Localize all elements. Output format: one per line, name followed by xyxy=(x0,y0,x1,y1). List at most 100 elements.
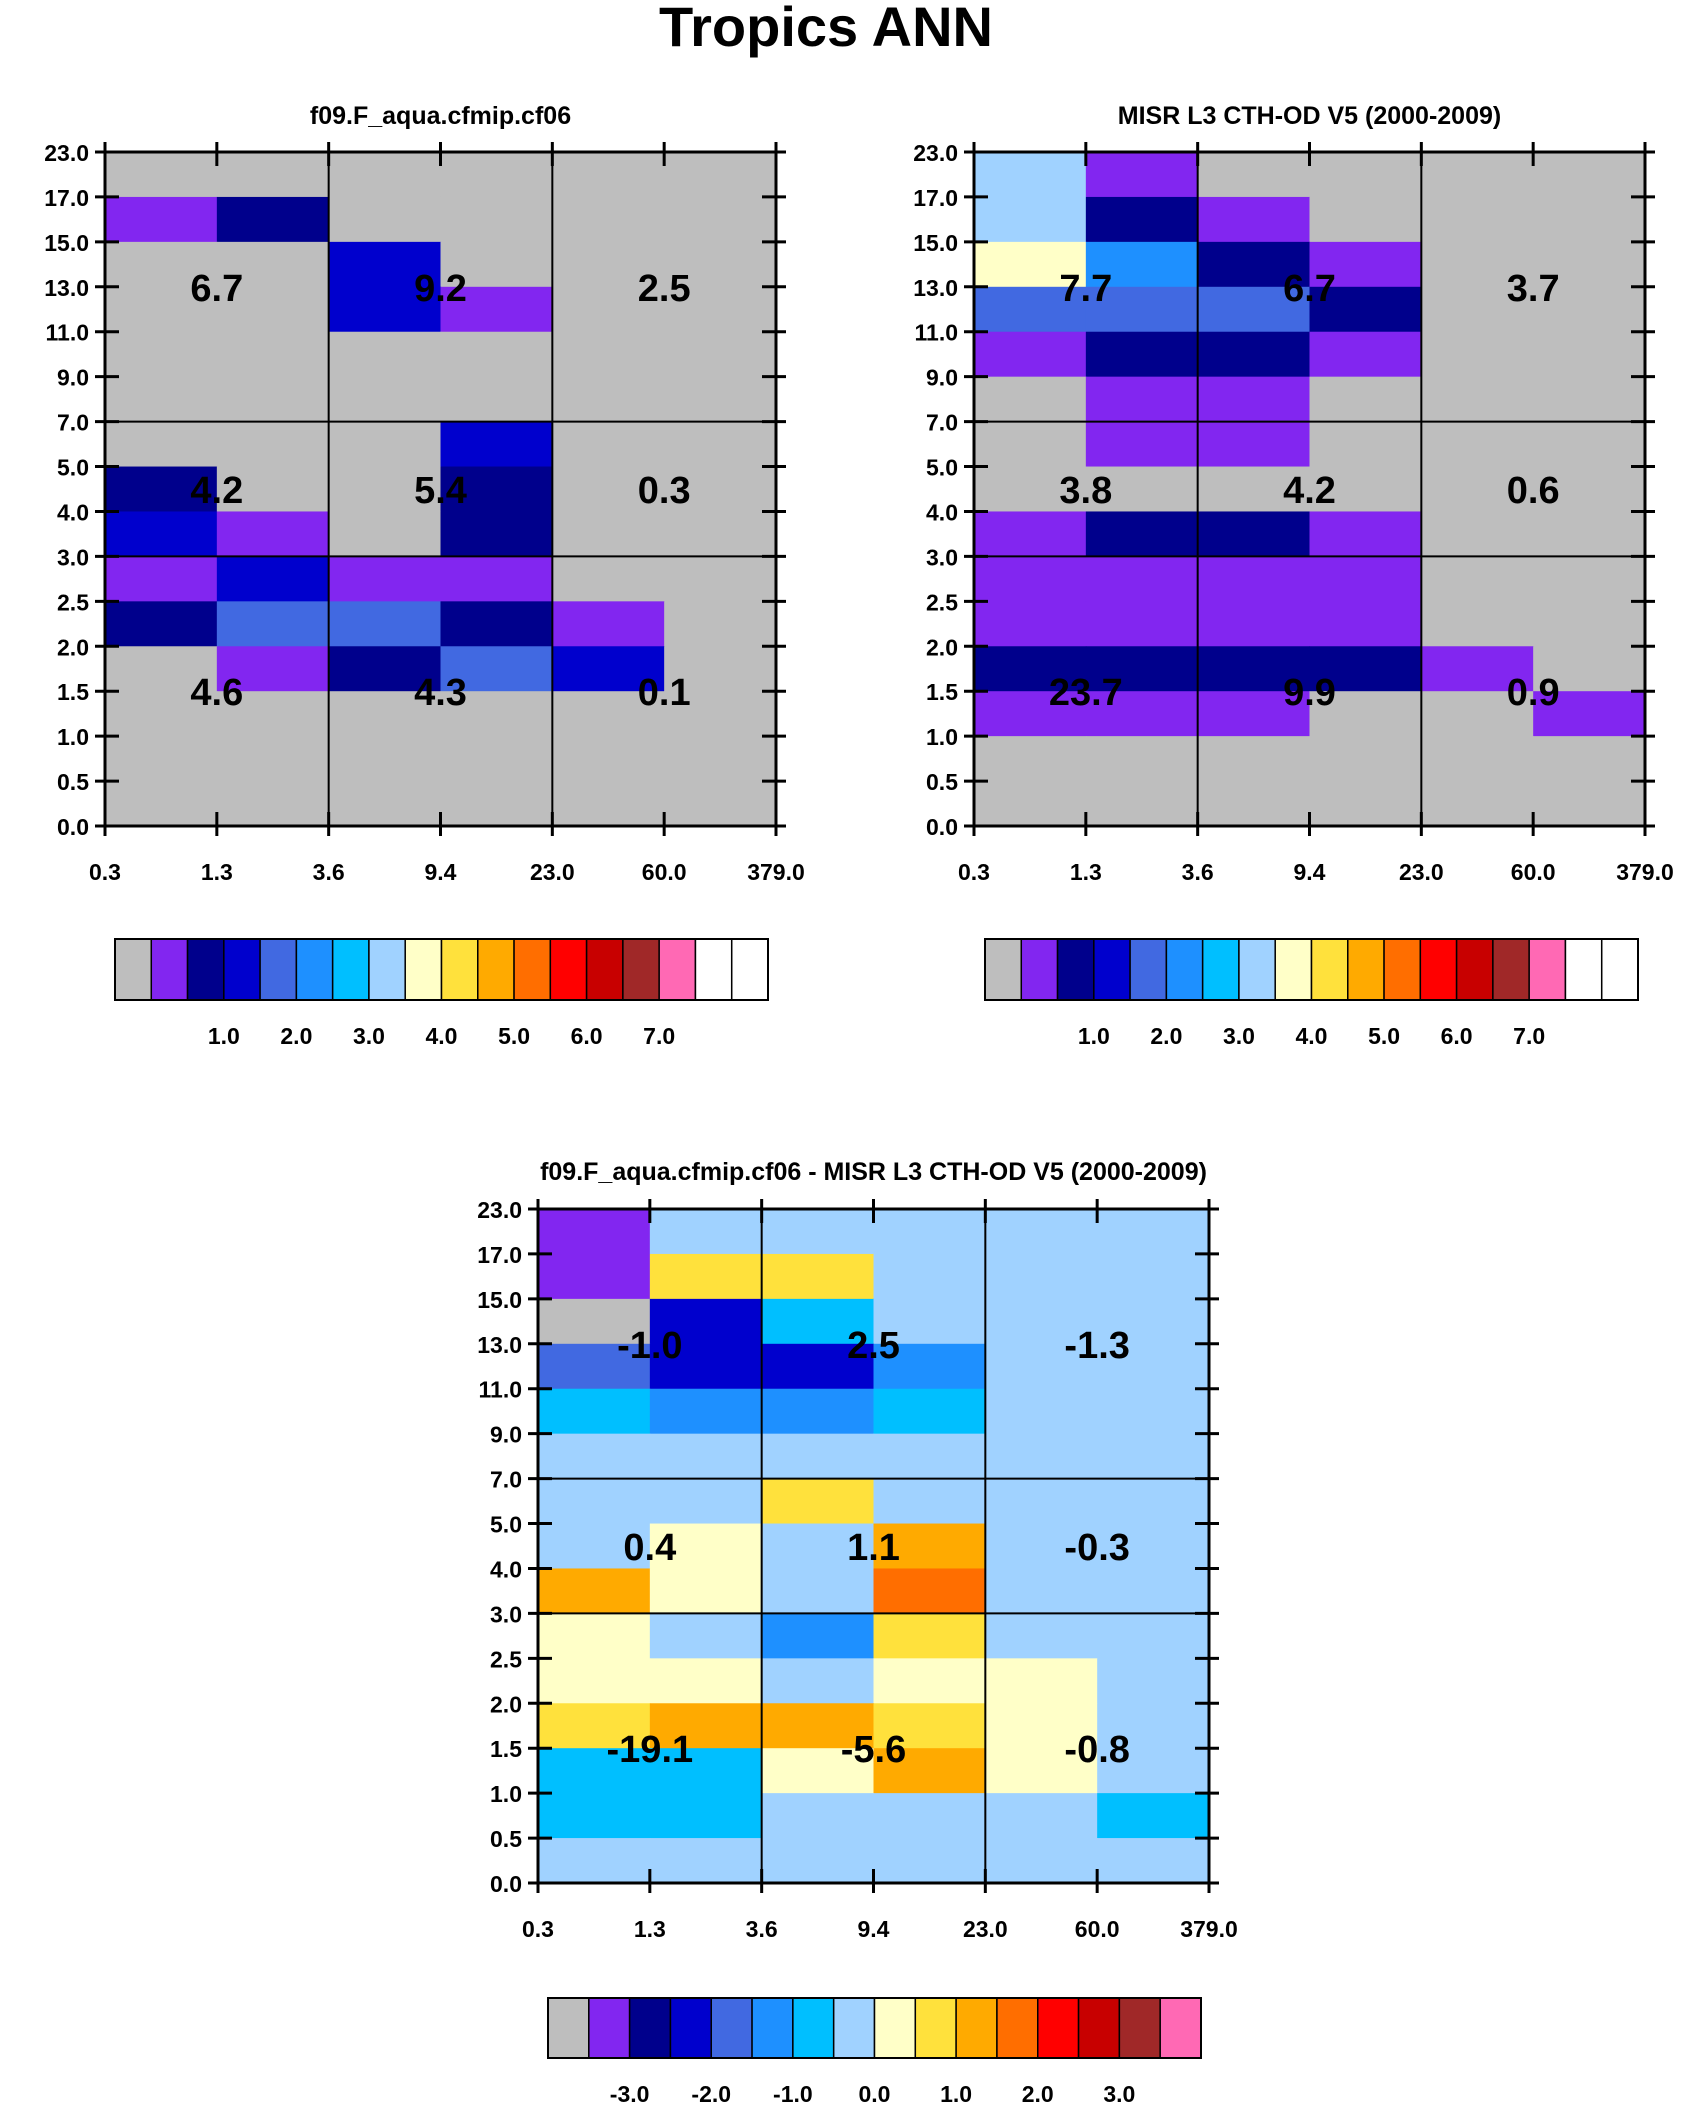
y-tick-label: 2.5 xyxy=(57,589,89,615)
colorbar-swatch xyxy=(440,938,479,1001)
y-tick-label: 0.0 xyxy=(490,1871,522,1897)
heatmap-cell xyxy=(985,1838,1098,1884)
heatmap-cell xyxy=(664,376,777,423)
heatmap-cell xyxy=(105,736,218,782)
heatmap-cell xyxy=(538,1523,651,1570)
panel-model: f09.F_aqua.cfmip.cf06 0.0 0.5 1.0 1.5 2.0 2.5 3… xyxy=(44,102,805,1049)
heatmap-cell xyxy=(105,331,218,378)
heatmap-cell xyxy=(1421,736,1534,782)
heatmap-cell xyxy=(1197,196,1311,243)
colorbar-tick-label: 2.0 xyxy=(1022,2081,1054,2107)
heatmap-cell xyxy=(1309,511,1422,557)
colorbar-swatch xyxy=(1383,938,1422,1001)
heatmap-cell xyxy=(974,286,1087,333)
heatmap-cell xyxy=(1421,601,1534,647)
heatmap-cell xyxy=(552,511,665,557)
y-tick-label: 7.0 xyxy=(490,1467,522,1493)
group-value-label: 0.9 xyxy=(1507,672,1560,714)
y-tick-label: 1.0 xyxy=(57,724,89,750)
heatmap-cell xyxy=(538,1253,651,1300)
heatmap-cell xyxy=(985,1343,1098,1390)
heatmap-cell xyxy=(649,1433,763,1480)
heatmap-cell xyxy=(216,421,330,468)
heatmap-cell xyxy=(216,646,330,692)
heatmap-cell xyxy=(1533,646,1646,692)
heatmap-cell xyxy=(649,1298,763,1345)
colorbar-swatch xyxy=(259,938,298,1001)
y-tick-label: 2.0 xyxy=(490,1691,522,1717)
group-value-label: 23.7 xyxy=(1049,672,1123,714)
heatmap-cell xyxy=(974,556,1087,602)
heatmap-cell xyxy=(552,196,665,243)
heatmap-cell xyxy=(1309,376,1422,423)
heatmap-cell xyxy=(974,421,1087,468)
heatmap-cell xyxy=(873,1748,986,1794)
heatmap-cell xyxy=(440,691,553,737)
colorbar-swatch xyxy=(1020,938,1059,1001)
colorbar-swatch xyxy=(1238,938,1276,1001)
heatmap-cell xyxy=(552,781,665,827)
heatmap-cell xyxy=(1197,601,1311,647)
y-tick-label: 7.0 xyxy=(926,410,958,436)
heatmap-cell xyxy=(552,736,665,782)
heatmap-cell xyxy=(761,1658,875,1704)
colorbar-swatch xyxy=(1201,938,1240,1001)
colorbar-frame xyxy=(114,938,769,1001)
heatmap-cell xyxy=(552,466,665,513)
heatmap-cell xyxy=(664,736,777,782)
y-tick-label: 3.0 xyxy=(57,544,89,570)
heatmap-cell xyxy=(105,691,218,737)
heatmap-cell xyxy=(538,1793,651,1839)
y-tick-label: 13.0 xyxy=(44,275,89,301)
colorbar-swatch xyxy=(984,938,1023,1001)
heatmap-cell xyxy=(649,1613,763,1659)
colorbar-swatch xyxy=(223,938,261,1001)
colorbar-swatch xyxy=(547,1997,590,2059)
heatmap-cell xyxy=(761,1388,875,1435)
colorbar-swatch xyxy=(150,938,189,1001)
y-tick-label: 11.0 xyxy=(915,320,959,346)
y-tick-label: 0.5 xyxy=(490,1826,522,1852)
colorbar-swatch xyxy=(513,938,552,1001)
heatmap-cell xyxy=(1197,421,1311,468)
heatmap-cell xyxy=(328,196,442,243)
heatmap-cell xyxy=(1197,331,1311,378)
heatmap-cell xyxy=(538,1658,651,1704)
heatmap-cell xyxy=(1533,376,1646,423)
heatmap-cell xyxy=(1085,376,1199,423)
heatmap-cell xyxy=(649,1703,763,1749)
heatmap-cell xyxy=(1309,241,1422,288)
heatmap-cell xyxy=(761,1838,875,1884)
heatmap-cell xyxy=(873,1658,986,1704)
heatmap-cell xyxy=(761,1793,875,1839)
heatmap-cell xyxy=(1421,421,1534,468)
heatmap-cell xyxy=(440,556,553,602)
heatmap-cell xyxy=(1197,736,1311,782)
heatmap-cell xyxy=(440,196,553,243)
colorbar-swatch xyxy=(114,938,153,1001)
heatmap-cell xyxy=(1197,286,1311,333)
heatmap-cell xyxy=(1097,1343,1210,1390)
colorbar-swatch xyxy=(914,1997,957,2059)
colorbar-swatch xyxy=(628,1997,672,2059)
heatmap-cell xyxy=(1309,196,1422,243)
colorbar-tick-label: 4.0 xyxy=(1296,1023,1328,1049)
heatmap-cell xyxy=(216,556,330,602)
heatmap-cell xyxy=(538,1388,651,1435)
heatmap-cell xyxy=(105,601,218,647)
heatmap-cell xyxy=(1533,736,1646,782)
group-value-label: 2.5 xyxy=(847,1325,900,1367)
heatmap-cell xyxy=(873,1568,986,1614)
x-tick-label: 3.6 xyxy=(313,859,345,885)
heatmap-cell xyxy=(328,646,442,692)
y-tick-label: 5.0 xyxy=(57,455,89,481)
heatmap-cell xyxy=(216,736,330,782)
y-tick-label: 15.0 xyxy=(913,230,958,256)
heatmap-cell xyxy=(974,511,1087,557)
heatmap-cell xyxy=(1197,511,1311,557)
heatmap-cell xyxy=(440,152,553,198)
y-tick-label: 9.0 xyxy=(926,365,958,391)
heatmap-cell xyxy=(664,556,777,602)
group-value-label: 6.7 xyxy=(1283,268,1336,310)
heatmap-cell xyxy=(1421,556,1534,602)
